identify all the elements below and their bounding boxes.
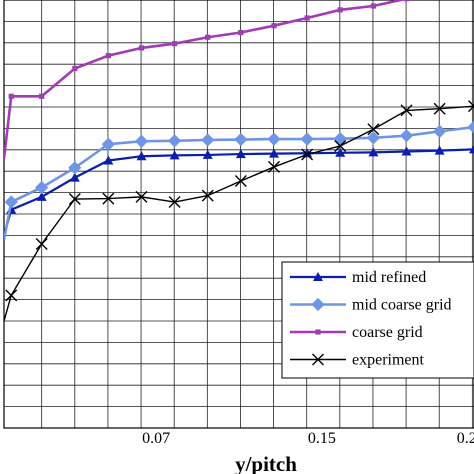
x-tick-label: 0.15 <box>308 430 336 447</box>
data-point <box>313 272 323 281</box>
data-point <box>267 160 280 173</box>
plot-frame <box>3 0 474 429</box>
legend-label: mid refined <box>352 269 426 286</box>
legend-item: coarse grid <box>290 324 423 341</box>
data-point <box>202 149 213 159</box>
legend-label: experiment <box>352 352 425 369</box>
data-point <box>205 34 211 40</box>
data-point <box>72 65 78 72</box>
legend-label: coarse grid <box>352 324 423 341</box>
data-point <box>201 133 215 147</box>
series-experiment <box>4 100 474 322</box>
data-point <box>433 102 446 115</box>
x-axis-label: y/pitch <box>235 452 297 474</box>
data-point <box>403 0 410 2</box>
data-point <box>304 15 310 21</box>
data-point <box>337 7 343 13</box>
data-point <box>271 23 277 29</box>
data-point <box>36 191 47 201</box>
data-point <box>301 148 314 161</box>
data-point <box>101 137 115 151</box>
data-point <box>367 123 380 136</box>
data-point <box>334 139 347 152</box>
data-point <box>368 147 379 157</box>
data-point <box>39 93 45 99</box>
data-point <box>399 129 414 143</box>
legend-box <box>281 261 474 379</box>
data-point <box>370 3 376 9</box>
series-mid-refined <box>4 144 474 236</box>
data-point <box>168 196 181 209</box>
data-point <box>5 289 18 302</box>
data-point <box>135 190 148 203</box>
series-line <box>4 148 474 236</box>
data-point <box>168 134 182 148</box>
series-line <box>4 125 474 240</box>
data-point <box>300 132 314 146</box>
data-point <box>312 353 324 366</box>
series-line <box>4 0 407 159</box>
data-point <box>235 149 246 159</box>
data-point <box>434 145 445 155</box>
series-coarse-grid <box>4 0 410 159</box>
series-mid-coarse-grid <box>4 120 474 240</box>
data-point <box>103 155 114 165</box>
data-point <box>315 329 321 335</box>
x-tick-label: 0.07 <box>142 430 170 447</box>
data-point <box>234 132 248 147</box>
x-axis-ticks: 0.07 0.15 0.2 <box>142 430 474 447</box>
data-point <box>366 131 380 145</box>
data-point <box>105 53 111 59</box>
data-point <box>311 297 325 312</box>
data-point <box>134 134 149 148</box>
data-point <box>172 41 178 47</box>
series-line <box>4 105 474 322</box>
data-point <box>268 148 279 158</box>
data-point <box>201 189 214 202</box>
data-point <box>401 146 412 156</box>
data-point <box>234 175 247 188</box>
data-point <box>68 193 81 206</box>
data-point <box>467 120 474 134</box>
data-point <box>102 192 115 205</box>
legend-item: mid refined <box>290 269 426 286</box>
data-point <box>267 132 281 146</box>
data-point <box>469 144 474 154</box>
data-point <box>400 104 413 117</box>
legend-item: experiment <box>290 352 425 369</box>
data-point <box>35 180 49 195</box>
data-point <box>169 150 180 160</box>
data-point <box>8 93 14 99</box>
data-point <box>68 161 82 175</box>
legend-item: mid coarse grid <box>290 297 452 314</box>
data-point <box>136 151 147 161</box>
data-point <box>433 124 447 138</box>
data-point <box>35 237 48 250</box>
x-tick-label: 0.2 <box>457 430 474 447</box>
legend-label: mid coarse grid <box>352 297 452 314</box>
data-point <box>69 172 80 182</box>
data-point <box>335 147 346 157</box>
data-point <box>468 100 474 113</box>
data-point <box>238 29 244 36</box>
data-point <box>4 195 18 209</box>
legend: mid refined mid coarse grid coarse grid exp… <box>281 261 474 379</box>
series-layer <box>4 0 474 322</box>
data-point <box>138 45 145 51</box>
